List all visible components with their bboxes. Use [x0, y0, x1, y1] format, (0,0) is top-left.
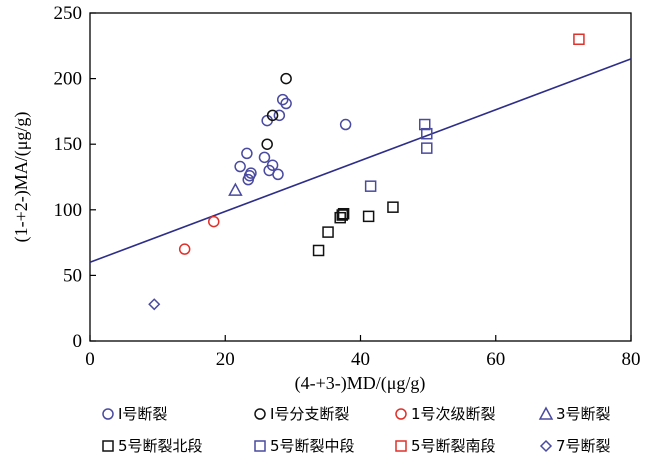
data-point-series-0	[266, 159, 279, 171]
plot-area	[89, 12, 632, 342]
y-axis-label: (1-+2-)MA/(μg/g)	[11, 112, 32, 243]
data-point-series-4	[362, 210, 375, 223]
data-point-series-0	[258, 151, 271, 164]
data-point-series-5	[364, 180, 377, 192]
data-point-series-4	[337, 207, 350, 220]
x-tick-label: 0	[85, 349, 95, 370]
data-point-series-5	[421, 142, 433, 154]
data-point-series-1	[261, 138, 273, 150]
legend-marker	[538, 406, 554, 420]
y-tick-label: 50	[63, 265, 82, 286]
legend-marker	[102, 440, 114, 452]
data-point-series-4	[312, 244, 325, 257]
legend-label: 5号断裂中段	[270, 437, 355, 455]
legend-label: 3号断裂	[556, 405, 611, 423]
legend-marker	[395, 440, 407, 452]
legend: Ⅰ号断裂 Ⅰ号分支断裂 1号次级断裂 3号断裂 5号断裂北段 5号断裂中段 5号断裂南段 7号…	[102, 405, 611, 455]
x-axis-label: (4-+3-)MD/(μg/g)	[295, 373, 426, 394]
legend-label: Ⅰ号分支断裂	[270, 405, 349, 423]
data-point-series-0	[241, 147, 253, 160]
data-point-series-6	[573, 33, 585, 45]
y-tick-label: 250	[54, 3, 83, 24]
legend-marker	[254, 408, 266, 420]
legend-marker	[395, 408, 407, 420]
data-point-series-5	[418, 118, 431, 131]
legend-label: 5号断裂北段	[118, 437, 203, 455]
data-point-series-0	[280, 97, 292, 110]
legend-marker	[539, 439, 553, 453]
data-point-series-0	[339, 118, 352, 131]
legend-label: 5号断裂南段	[411, 437, 496, 455]
x-tick-label: 40	[351, 349, 370, 370]
data-point-series-0	[272, 168, 284, 181]
data-point-series-0	[273, 109, 286, 122]
data-point-series-4	[336, 209, 348, 221]
data-point-series-4	[387, 201, 399, 213]
regression-line	[89, 58, 632, 264]
data-point-series-4	[322, 226, 334, 238]
data-point-series-5	[421, 127, 433, 140]
data-point-series-4	[334, 211, 346, 224]
data-point-series-0	[245, 167, 257, 179]
y-tick-label: 150	[54, 134, 83, 155]
data-point-series-0	[276, 93, 289, 106]
data-point-series-0	[234, 160, 246, 173]
data-point-series-3	[228, 182, 243, 196]
legend-marker	[254, 440, 266, 452]
legend-marker	[102, 408, 114, 420]
axis-ticks: 0 20 40 60 80 0 50 100 150 200 250	[54, 3, 641, 370]
data-points	[148, 33, 585, 311]
data-point-series-7	[148, 298, 161, 311]
x-tick-label: 60	[486, 349, 505, 370]
data-point-series-1	[266, 109, 279, 122]
legend-label: 7号断裂	[556, 437, 611, 455]
y-tick-label: 100	[54, 200, 83, 221]
data-point-series-2	[208, 215, 220, 228]
legend-label: Ⅰ号断裂	[118, 405, 167, 423]
x-tick-label: 20	[216, 349, 235, 370]
data-point-series-2	[178, 243, 191, 255]
data-point-series-1	[280, 72, 292, 85]
y-tick-label: 0	[73, 331, 83, 352]
legend-label: 1号次级断裂	[411, 405, 496, 423]
x-tick-label: 80	[622, 349, 641, 370]
y-tick-label: 200	[54, 69, 83, 90]
